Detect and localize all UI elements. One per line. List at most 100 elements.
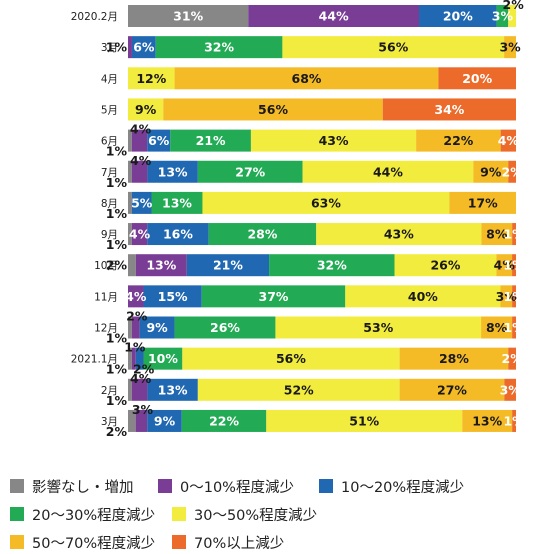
data-label: 28% — [439, 351, 469, 366]
data-label: 26% — [210, 320, 240, 335]
data-label: 6% — [133, 40, 155, 55]
data-label: 9% — [480, 164, 502, 179]
legend-item: 0～10%程度減少 — [158, 474, 294, 498]
category-label: 3月 — [101, 42, 118, 54]
bar-segment — [512, 254, 516, 277]
category-label: 3月 — [101, 416, 118, 428]
data-label: 2% — [106, 424, 128, 439]
bar-segment — [147, 378, 198, 401]
bar-segment — [473, 160, 509, 183]
bar-segment — [449, 191, 516, 214]
data-label: 1% — [503, 413, 525, 428]
bar-segment — [197, 378, 400, 401]
category-label: 5月 — [101, 104, 118, 116]
bar-segment — [128, 409, 136, 432]
legend-item: 10～20%程度減少 — [319, 474, 464, 498]
category-label: 9月 — [101, 229, 118, 241]
data-label: 2% — [126, 309, 148, 324]
bar-segment — [143, 285, 202, 308]
bar-segment — [186, 254, 270, 277]
data-label: 28% — [247, 227, 277, 242]
data-label: 68% — [292, 71, 322, 86]
bar-segment — [128, 191, 132, 214]
bar-segment — [182, 347, 400, 370]
bar-segment — [155, 36, 283, 59]
bar-segment — [438, 67, 516, 90]
bar-segment — [128, 36, 132, 59]
bar-segment — [128, 347, 132, 370]
legend-item: 30～50%程度減少 — [172, 502, 317, 526]
data-label: 3% — [500, 382, 522, 397]
bar-segment — [128, 316, 132, 339]
bar-segment — [131, 36, 156, 59]
data-label: 32% — [204, 40, 234, 55]
data-label: 22% — [443, 133, 473, 148]
data-label: 9% — [146, 320, 168, 335]
bar-segment — [282, 36, 505, 59]
bar-segment — [382, 98, 516, 121]
data-label: 8% — [486, 227, 508, 242]
data-label: 3% — [496, 289, 518, 304]
data-label: 13% — [162, 195, 192, 210]
data-label: 3% — [499, 40, 521, 55]
data-label: 13% — [472, 413, 502, 428]
bar-segment — [416, 129, 501, 152]
bar-segment — [508, 160, 516, 183]
bar-segment — [151, 191, 203, 214]
bar-segment — [128, 129, 132, 152]
legend-label: 30～50%程度減少 — [194, 507, 318, 524]
bar-segment — [128, 67, 175, 90]
legend-swatch — [172, 507, 186, 521]
data-label: 1% — [106, 144, 128, 159]
bar-segment — [512, 409, 516, 432]
bar-segment — [266, 409, 463, 432]
legend-swatch — [319, 479, 333, 493]
data-label: 4% — [494, 258, 516, 273]
bar-segment — [131, 160, 148, 183]
data-label: 43% — [319, 133, 349, 148]
legend-label: 10～20%程度減少 — [341, 479, 465, 496]
data-label: 37% — [259, 289, 289, 304]
bar-segment — [147, 223, 209, 246]
data-label: 13% — [146, 258, 176, 273]
category-label: 4月 — [101, 73, 118, 85]
bar-segment — [174, 67, 439, 90]
data-label: 16% — [163, 227, 193, 242]
bar-segment — [500, 129, 516, 152]
data-label: 56% — [258, 102, 288, 117]
data-label: 12% — [136, 71, 166, 86]
legend-label: 0～10%程度減少 — [180, 479, 294, 496]
data-label: 8% — [486, 320, 508, 335]
bar-segment — [316, 223, 482, 246]
bar-segment — [512, 316, 516, 339]
category-label: 8月 — [101, 198, 118, 210]
data-label: 1% — [106, 393, 128, 408]
data-label: 20% — [462, 71, 492, 86]
data-label: 26% — [430, 258, 460, 273]
bar-segment — [345, 285, 501, 308]
data-label: 13% — [158, 382, 188, 397]
bar-segment — [508, 347, 516, 370]
bar-segment — [131, 191, 152, 214]
bar-segment — [128, 285, 144, 308]
bar-segment — [481, 223, 513, 246]
data-label: 4% — [498, 133, 520, 148]
bar-segment — [135, 409, 148, 432]
legend-swatch — [10, 479, 24, 493]
legend-label: 70%以上減少 — [194, 535, 285, 552]
legend-item: 70%以上減少 — [172, 530, 284, 554]
data-label: 34% — [434, 102, 464, 117]
legend-item: 20～30%程度減少 — [10, 502, 155, 526]
data-label: 1% — [503, 227, 525, 242]
data-label: 5% — [131, 195, 153, 210]
legend-label: 20～30%程度減少 — [32, 507, 156, 524]
bar-segment — [250, 129, 417, 152]
data-label: 4% — [130, 122, 152, 137]
data-label: 21% — [213, 258, 243, 273]
bar-segment — [394, 254, 497, 277]
bar-segment — [131, 347, 136, 370]
data-label: 56% — [378, 40, 408, 55]
data-label: 1% — [503, 320, 525, 335]
bar-segment — [128, 254, 136, 277]
bar-segment — [302, 160, 474, 183]
